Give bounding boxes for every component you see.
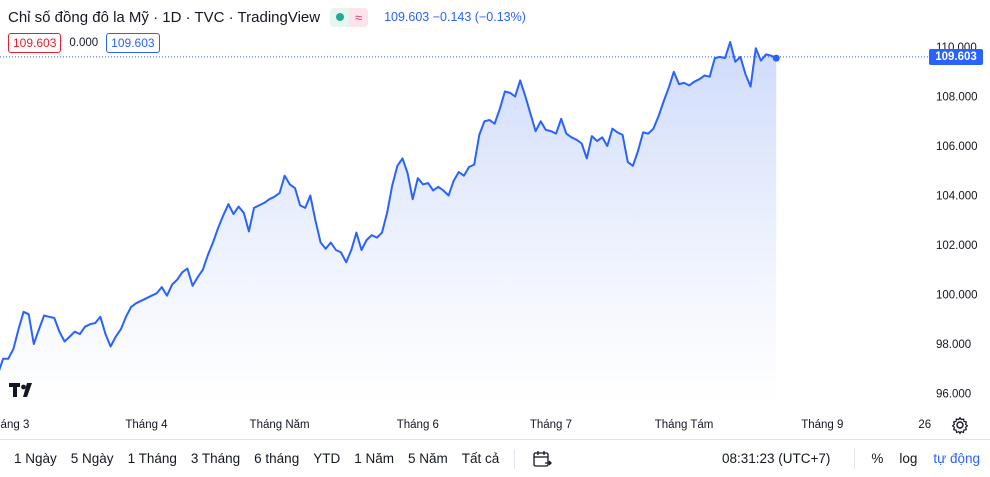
range-3m-button[interactable]: 3 Tháng — [190, 451, 241, 466]
buy-price-box[interactable]: 109.603 — [106, 33, 160, 53]
range-ytd-button[interactable]: YTD — [313, 451, 341, 466]
log-toggle[interactable]: log — [899, 451, 918, 466]
time-tick-label: Tháng 4 — [125, 419, 168, 431]
price-chart[interactable]: 110.000108.000106.000104.000102.000100.0… — [0, 0, 990, 439]
toolbar-divider — [854, 448, 856, 469]
go-to-date-icon[interactable] — [531, 448, 553, 470]
tradingview-logo-icon[interactable] — [8, 378, 36, 402]
time-tick-label: Tháng 3 — [0, 419, 29, 431]
price-axis[interactable]: 110.000108.000106.000104.000102.000100.0… — [936, 42, 978, 401]
price-tick-label: 102.000 — [936, 240, 978, 252]
price-area-fill — [0, 42, 777, 404]
status-icons[interactable]: ≈ — [330, 7, 369, 27]
right-tools: 08:31:23 (UTC+7) % log tự động — [722, 440, 990, 477]
price-tick-label: 106.000 — [936, 141, 978, 153]
percent-toggle[interactable]: % — [871, 451, 884, 466]
time-tick-label: 26 — [918, 419, 931, 431]
market-open-icon — [330, 7, 350, 27]
time-tick-label: Tháng 7 — [530, 419, 572, 431]
spread-value: 0.000 — [69, 37, 99, 49]
range-1y-button[interactable]: 1 Năm — [354, 451, 394, 466]
price-tick-label: 104.000 — [936, 191, 978, 203]
price-tick-label: 98.000 — [936, 339, 971, 351]
change-value: −0.143 (−0.13%) — [432, 10, 526, 24]
symbol-header: Chỉ số đồng đô la Mỹ · 1D · TVC · Tradin… — [8, 6, 526, 28]
range-1d-button[interactable]: 1 Ngày — [14, 451, 57, 466]
time-tick-label: Tháng 9 — [801, 419, 843, 431]
last-price-dot — [772, 54, 780, 62]
price-line — [0, 41, 777, 371]
time-tick-label: Tháng 6 — [397, 419, 439, 431]
price-change: 109.603 −0.143 (−0.13%) — [384, 10, 526, 24]
sell-price-box[interactable]: 109.603 — [8, 33, 62, 53]
clock-timezone[interactable]: 08:31:23 (UTC+7) — [721, 451, 831, 466]
range-5d-button[interactable]: 5 Ngày — [70, 451, 114, 466]
last-price: 109.603 — [384, 10, 430, 24]
bottom-toolbar: 1 Ngày 5 Ngày 1 Tháng 3 Tháng 6 tháng YT… — [0, 439, 990, 477]
range-1m-button[interactable]: 1 Tháng — [127, 451, 177, 466]
time-tick-label: Tháng Tám — [655, 419, 714, 431]
price-tick-label: 96.000 — [936, 389, 971, 401]
range-5y-button[interactable]: 5 Năm — [407, 451, 448, 466]
gear-icon[interactable] — [951, 416, 969, 434]
range-all-button[interactable]: Tất cả — [461, 451, 500, 466]
time-tick-label: Tháng Năm — [250, 419, 310, 431]
auto-scale-toggle[interactable]: tự động — [933, 451, 980, 466]
time-axis[interactable]: Tháng 3 Tháng 4 Tháng Năm Tháng 6 Tháng 7 Thá… — [0, 419, 931, 431]
price-tick-label: 108.000 — [936, 92, 978, 104]
price-boxes: 109.603 0.000 109.603 — [8, 33, 160, 53]
wave-icon: ≈ — [349, 7, 369, 27]
range-6m-button[interactable]: 6 tháng — [254, 451, 300, 466]
toolbar-divider — [514, 448, 516, 469]
symbol-title[interactable]: Chỉ số đồng đô la Mỹ · 1D · TVC · Tradin… — [8, 8, 321, 26]
price-tick-label: 100.000 — [936, 290, 978, 302]
last-price-axis-label: 109.603 — [929, 49, 983, 65]
